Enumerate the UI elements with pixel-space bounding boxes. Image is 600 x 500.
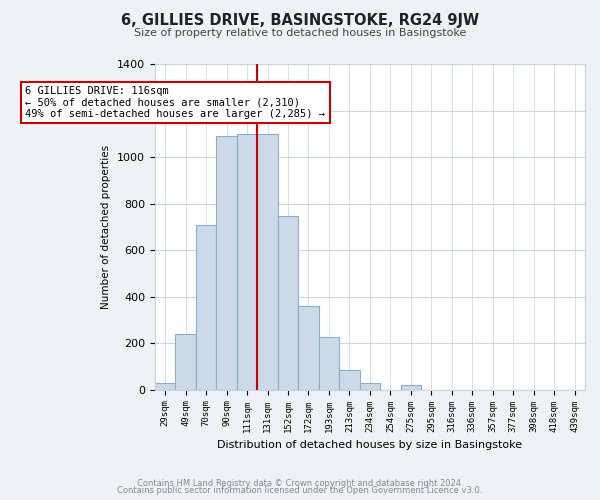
Bar [319, 338, 339, 390]
Bar [237, 134, 257, 390]
Bar [155, 382, 175, 390]
Bar [196, 224, 217, 390]
Bar [217, 136, 237, 390]
Text: 6, GILLIES DRIVE, BASINGSTOKE, RG24 9JW: 6, GILLIES DRIVE, BASINGSTOKE, RG24 9JW [121, 12, 479, 28]
Bar [298, 306, 319, 390]
Bar [175, 334, 196, 390]
Bar [257, 134, 278, 390]
Text: Contains public sector information licensed under the Open Government Licence v3: Contains public sector information licen… [118, 486, 482, 495]
Bar [359, 382, 380, 390]
Text: Contains HM Land Registry data © Crown copyright and database right 2024.: Contains HM Land Registry data © Crown c… [137, 478, 463, 488]
Y-axis label: Number of detached properties: Number of detached properties [101, 145, 112, 309]
Text: Size of property relative to detached houses in Basingstoke: Size of property relative to detached ho… [134, 28, 466, 38]
Bar [401, 385, 421, 390]
Text: 6 GILLIES DRIVE: 116sqm
← 50% of detached houses are smaller (2,310)
49% of semi: 6 GILLIES DRIVE: 116sqm ← 50% of detache… [25, 86, 325, 120]
Bar [278, 216, 298, 390]
X-axis label: Distribution of detached houses by size in Basingstoke: Distribution of detached houses by size … [217, 440, 523, 450]
Bar [339, 370, 359, 390]
